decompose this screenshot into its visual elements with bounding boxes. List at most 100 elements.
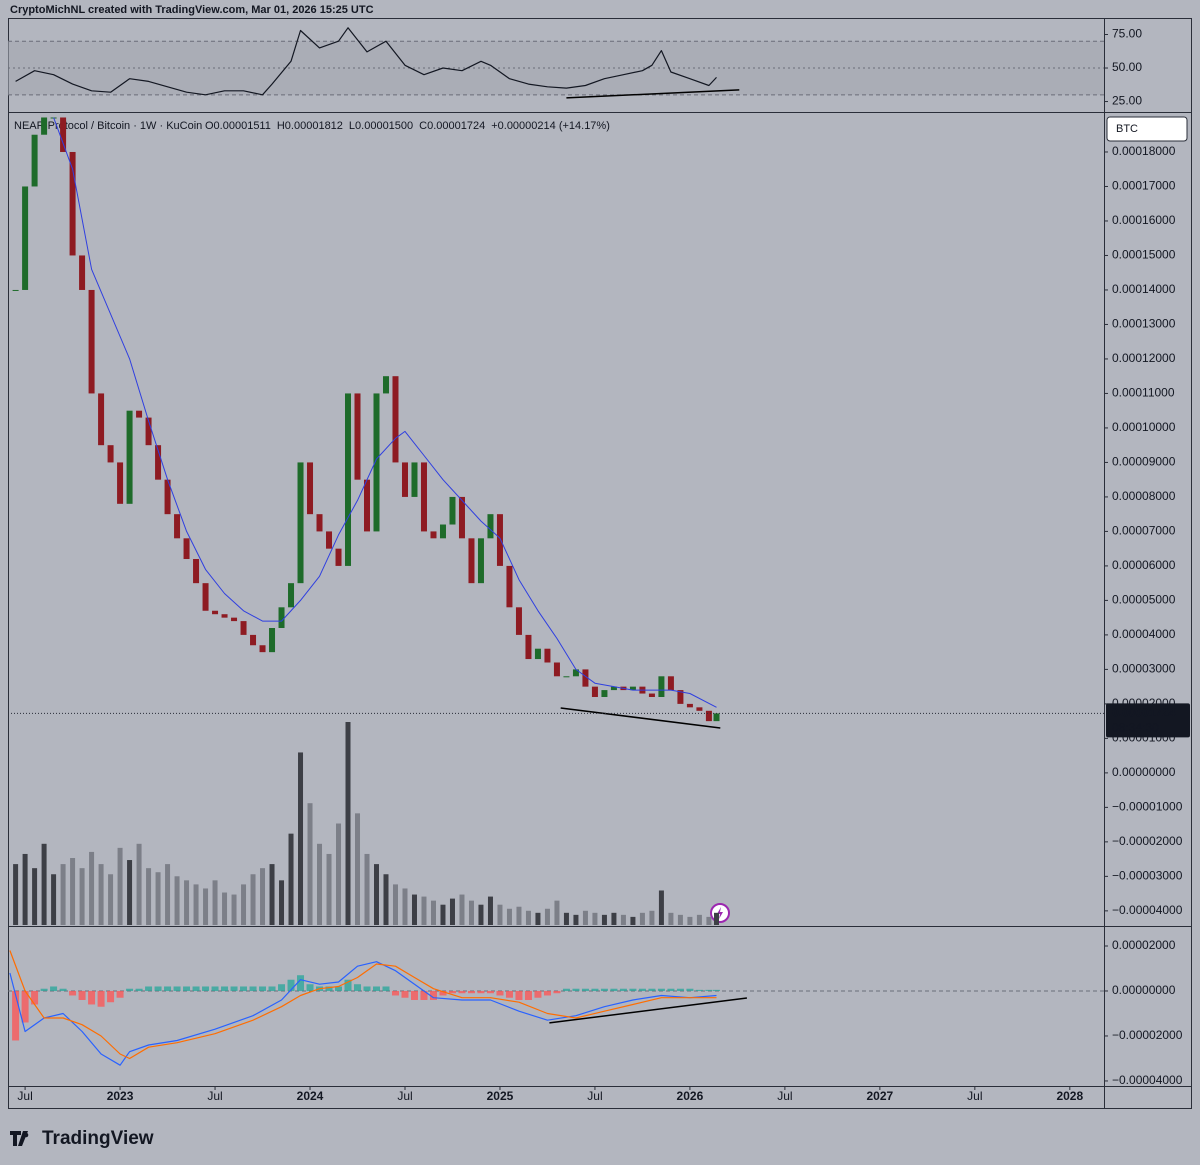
histogram-bar: [192, 986, 200, 991]
volume-bar: [383, 874, 389, 925]
volume-bar: [193, 884, 199, 925]
histogram-bar: [562, 988, 570, 991]
frame: [8, 18, 1192, 1109]
rsi-line: [15, 27, 717, 96]
volume-bar: [535, 912, 541, 925]
volume-bar: [696, 914, 702, 925]
volume-bar: [212, 880, 218, 925]
volume-bar: [430, 900, 436, 925]
candle: [31, 134, 38, 187]
histogram-bar: [553, 990, 561, 994]
volume-bar: [13, 864, 19, 925]
volume-bar: [706, 916, 712, 925]
volume-bar: [260, 868, 266, 925]
volume-bar: [449, 898, 455, 925]
candle: [713, 713, 720, 722]
histogram-bar: [78, 990, 86, 1000]
trendline: [560, 707, 721, 729]
y-tick-label: −0.00004000: [1112, 903, 1183, 917]
candle: [439, 524, 446, 539]
histogram-bar: [278, 984, 286, 991]
pane: [8, 27, 1104, 99]
y-tick-label: −0.00001000: [1112, 800, 1183, 814]
trendline: [549, 997, 747, 1024]
y-tick-label: 0.00002000: [1112, 938, 1176, 952]
volume-bar: [544, 908, 550, 925]
histogram-bar: [116, 990, 124, 998]
last-price-box: [1106, 703, 1190, 738]
candle: [610, 686, 617, 691]
volume-bar: [146, 868, 152, 925]
logo-mark: [10, 1131, 28, 1146]
volume-bar: [165, 864, 171, 925]
histogram-bar: [600, 988, 608, 991]
histogram-bar: [297, 975, 305, 991]
x-tick-label: 2024: [297, 1089, 324, 1103]
y-tick-label: −0.00002000: [1112, 834, 1183, 848]
histogram-bar: [448, 990, 456, 994]
volume-bar: [127, 860, 133, 925]
candle: [212, 610, 219, 615]
candle: [515, 607, 522, 635]
candle: [126, 410, 133, 504]
volume-bar: [279, 880, 285, 925]
histogram-bar: [69, 990, 77, 996]
histogram-bar: [145, 986, 153, 991]
candle: [174, 514, 181, 539]
volume-bar: [506, 908, 512, 925]
volume-bar: [601, 914, 607, 925]
candle: [468, 538, 475, 584]
candle: [677, 690, 684, 704]
candle: [259, 645, 266, 653]
attribution: CryptoMichNL created with TradingView.co…: [10, 4, 374, 16]
volume-bar: [658, 890, 664, 925]
candle: [297, 462, 304, 584]
y-tick-label: 0.00008000: [1112, 489, 1176, 503]
candle: [155, 445, 162, 480]
histogram-bar: [496, 990, 504, 996]
volume-bar: [525, 910, 531, 925]
volume-bar: [440, 904, 446, 925]
y-tick-label: 0.00010000: [1112, 420, 1176, 434]
candle: [326, 531, 333, 549]
candle: [525, 634, 532, 660]
candle: [164, 479, 171, 515]
candle: [307, 462, 314, 515]
volume-bar: [108, 874, 114, 925]
candle: [107, 445, 114, 463]
volume-bar: [497, 904, 503, 925]
y-tick-label: 0.00018000: [1112, 144, 1176, 158]
volume-bar: [592, 912, 598, 925]
histogram-bar: [648, 988, 656, 991]
volume-bar: [620, 914, 626, 925]
volume-bar: [411, 894, 417, 925]
candle: [420, 462, 427, 532]
candle: [364, 479, 371, 532]
x-tick-label: Jul: [207, 1089, 222, 1103]
x-tick-label: Jul: [967, 1089, 982, 1103]
histogram-bar: [667, 988, 675, 991]
alert-bolt: [717, 907, 723, 919]
y-tick-label: 0.00005000: [1112, 593, 1176, 607]
histogram-bar: [591, 988, 599, 991]
volume-bar: [714, 912, 720, 925]
candle: [601, 690, 608, 697]
histogram-bar: [325, 986, 333, 991]
histogram-bar: [638, 988, 646, 991]
candle: [705, 710, 712, 722]
candle: [449, 496, 456, 525]
rsi-band: [8, 41, 1104, 95]
pane: [8, 950, 1104, 1066]
y-tick-label: 0.00015000: [1112, 248, 1176, 262]
volume-bar: [307, 803, 313, 925]
volume-bar: [630, 916, 636, 925]
candle: [563, 676, 570, 678]
volume-bar: [317, 843, 323, 925]
histogram-bar: [183, 986, 191, 991]
candle: [202, 583, 209, 611]
currency-button[interactable]: [1106, 116, 1188, 142]
histogram-bar: [50, 986, 58, 991]
y-tick-label: 0.00006000: [1112, 558, 1176, 572]
